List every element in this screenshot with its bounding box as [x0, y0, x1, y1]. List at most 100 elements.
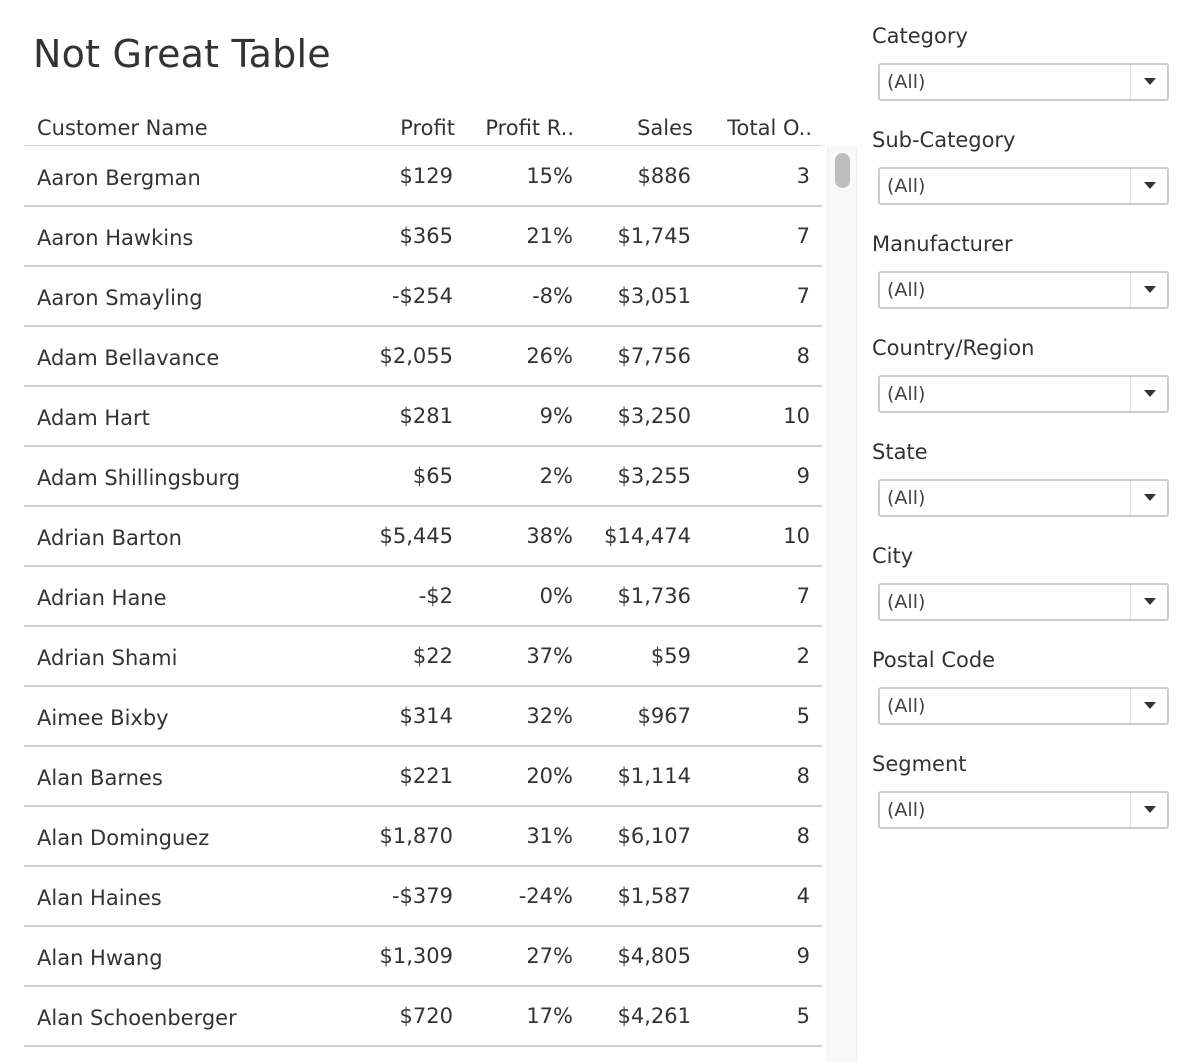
table-row[interactable]: Aaron Hawkins $365 21% $1,745 7: [24, 207, 822, 267]
table-row[interactable]: Adam Hart $281 9% $3,250 10: [24, 387, 822, 447]
total-orders-cell: 4: [796, 884, 810, 908]
sales-cell: $1,114: [617, 764, 691, 788]
profit-cell: $281: [399, 404, 453, 428]
column-header-customer-name[interactable]: Customer Name: [37, 116, 208, 140]
table-row[interactable]: Aimee Bixby $314 32% $967 5: [24, 687, 822, 747]
table-row[interactable]: Alan Dominguez $1,870 31% $6,107 8: [24, 807, 822, 867]
sales-cell: $7,756: [617, 344, 691, 368]
sales-cell: $967: [637, 704, 691, 728]
total-orders-cell: 10: [783, 404, 810, 428]
sales-cell: $4,805: [617, 944, 691, 968]
profit-cell: $2,055: [379, 344, 453, 368]
chevron-down-icon[interactable]: [1144, 182, 1156, 189]
state-dropdown[interactable]: (All): [878, 479, 1169, 517]
scrollbar-thumb[interactable]: [835, 153, 850, 188]
postal-code-dropdown[interactable]: (All): [878, 687, 1169, 725]
total-orders-cell: 9: [796, 944, 810, 968]
filter-city: City (All): [872, 542, 1172, 646]
profit-cell: $1,870: [379, 824, 453, 848]
category-dropdown[interactable]: (All): [878, 63, 1169, 101]
column-header-profit-ratio[interactable]: Profit R..: [485, 116, 574, 140]
filter-sub-category: Sub-Category (All): [872, 126, 1172, 230]
total-orders-cell: 2: [796, 644, 810, 668]
total-orders-cell: 9: [796, 464, 810, 488]
customer-name-cell: Aaron Hawkins: [37, 226, 194, 250]
chevron-down-icon[interactable]: [1144, 806, 1156, 813]
customer-name-cell: Adrian Barton: [37, 526, 182, 550]
profit-ratio-cell: 26%: [526, 344, 573, 368]
chevron-down-icon[interactable]: [1144, 598, 1156, 605]
country-region-dropdown[interactable]: (All): [878, 375, 1169, 413]
customer-name-cell: Alan Dominguez: [37, 826, 210, 850]
table-row[interactable]: Adrian Shami $22 37% $59 2: [24, 627, 822, 687]
profit-ratio-cell: 20%: [526, 764, 573, 788]
profit-ratio-cell: 27%: [526, 944, 573, 968]
profit-ratio-cell: 0%: [539, 584, 573, 608]
profit-ratio-cell: 32%: [526, 704, 573, 728]
sales-cell: $3,255: [617, 464, 691, 488]
chevron-down-icon[interactable]: [1144, 78, 1156, 85]
filter-label: City: [872, 544, 914, 568]
total-orders-cell: 7: [796, 584, 810, 608]
column-header-total-orders[interactable]: Total O..: [727, 116, 812, 140]
sales-cell: $1,736: [617, 584, 691, 608]
profit-cell: $5,445: [379, 524, 453, 548]
customer-name-cell: Adrian Shami: [37, 646, 178, 670]
column-header-sales[interactable]: Sales: [637, 116, 693, 140]
dropdown-value: (All): [887, 695, 926, 717]
table-row[interactable]: Alan Haines -$379 -24% $1,587 4: [24, 867, 822, 927]
filter-country-region: Country/Region (All): [872, 334, 1172, 438]
vertical-scrollbar[interactable]: [827, 146, 857, 1062]
filter-state: State (All): [872, 438, 1172, 542]
total-orders-cell: 7: [796, 224, 810, 248]
table-row[interactable]: Alan Barnes $221 20% $1,114 8: [24, 747, 822, 807]
sales-cell: $1,587: [617, 884, 691, 908]
chevron-down-icon[interactable]: [1144, 286, 1156, 293]
table-header: Customer Name Profit Profit R.. Sales To…: [24, 108, 822, 146]
profit-ratio-cell: 15%: [526, 164, 573, 188]
sales-cell: $3,051: [617, 284, 691, 308]
table-row[interactable]: Aaron Smayling -$254 -8% $3,051 7: [24, 267, 822, 327]
table-row[interactable]: Alan Schoenberger $720 17% $4,261 5: [24, 987, 822, 1047]
profit-ratio-cell: -24%: [518, 884, 573, 908]
profit-ratio-cell: -8%: [532, 284, 573, 308]
customer-name-cell: Aimee Bixby: [37, 706, 169, 730]
profit-ratio-cell: 37%: [526, 644, 573, 668]
customer-name-cell: Adam Shillingsburg: [37, 466, 241, 490]
sales-cell: $3,250: [617, 404, 691, 428]
city-dropdown[interactable]: (All): [878, 583, 1169, 621]
chevron-down-icon[interactable]: [1144, 494, 1156, 501]
sales-cell: $59: [650, 644, 691, 668]
chevron-down-icon[interactable]: [1144, 390, 1156, 397]
filter-postal-code: Postal Code (All): [872, 646, 1172, 750]
chevron-down-icon[interactable]: [1144, 702, 1156, 709]
sub-category-dropdown[interactable]: (All): [878, 167, 1169, 205]
table-row[interactable]: Aaron Bergman $129 15% $886 3: [24, 147, 822, 207]
column-header-profit[interactable]: Profit: [400, 116, 455, 140]
table-row[interactable]: Adrian Barton $5,445 38% $14,474 10: [24, 507, 822, 567]
manufacturer-dropdown[interactable]: (All): [878, 271, 1169, 309]
profit-cell: -$379: [391, 884, 453, 908]
page-title: Not Great Table: [33, 32, 331, 76]
profit-cell: $129: [399, 164, 453, 188]
table-row[interactable]: Alan Hwang $1,309 27% $4,805 9: [24, 927, 822, 987]
filter-label: Segment: [872, 752, 967, 776]
customer-name-cell: Alan Haines: [37, 886, 162, 910]
total-orders-cell: 5: [796, 1004, 810, 1028]
profit-cell: -$2: [418, 584, 453, 608]
dropdown-divider: [1130, 273, 1131, 307]
segment-dropdown[interactable]: (All): [878, 791, 1169, 829]
profit-cell: $314: [399, 704, 453, 728]
profit-cell: $65: [412, 464, 453, 488]
total-orders-cell: 8: [796, 764, 810, 788]
sales-cell: $4,261: [617, 1004, 691, 1028]
table-row[interactable]: Adam Shillingsburg $65 2% $3,255 9: [24, 447, 822, 507]
table-row[interactable]: Adrian Hane -$2 0% $1,736 7: [24, 567, 822, 627]
sales-cell: $6,107: [617, 824, 691, 848]
profit-ratio-cell: 9%: [539, 404, 573, 428]
table-row[interactable]: Adam Bellavance $2,055 26% $7,756 8: [24, 327, 822, 387]
profit-cell: $720: [399, 1004, 453, 1028]
filter-segment: Segment (All): [872, 750, 1172, 854]
dropdown-value: (All): [887, 799, 926, 821]
